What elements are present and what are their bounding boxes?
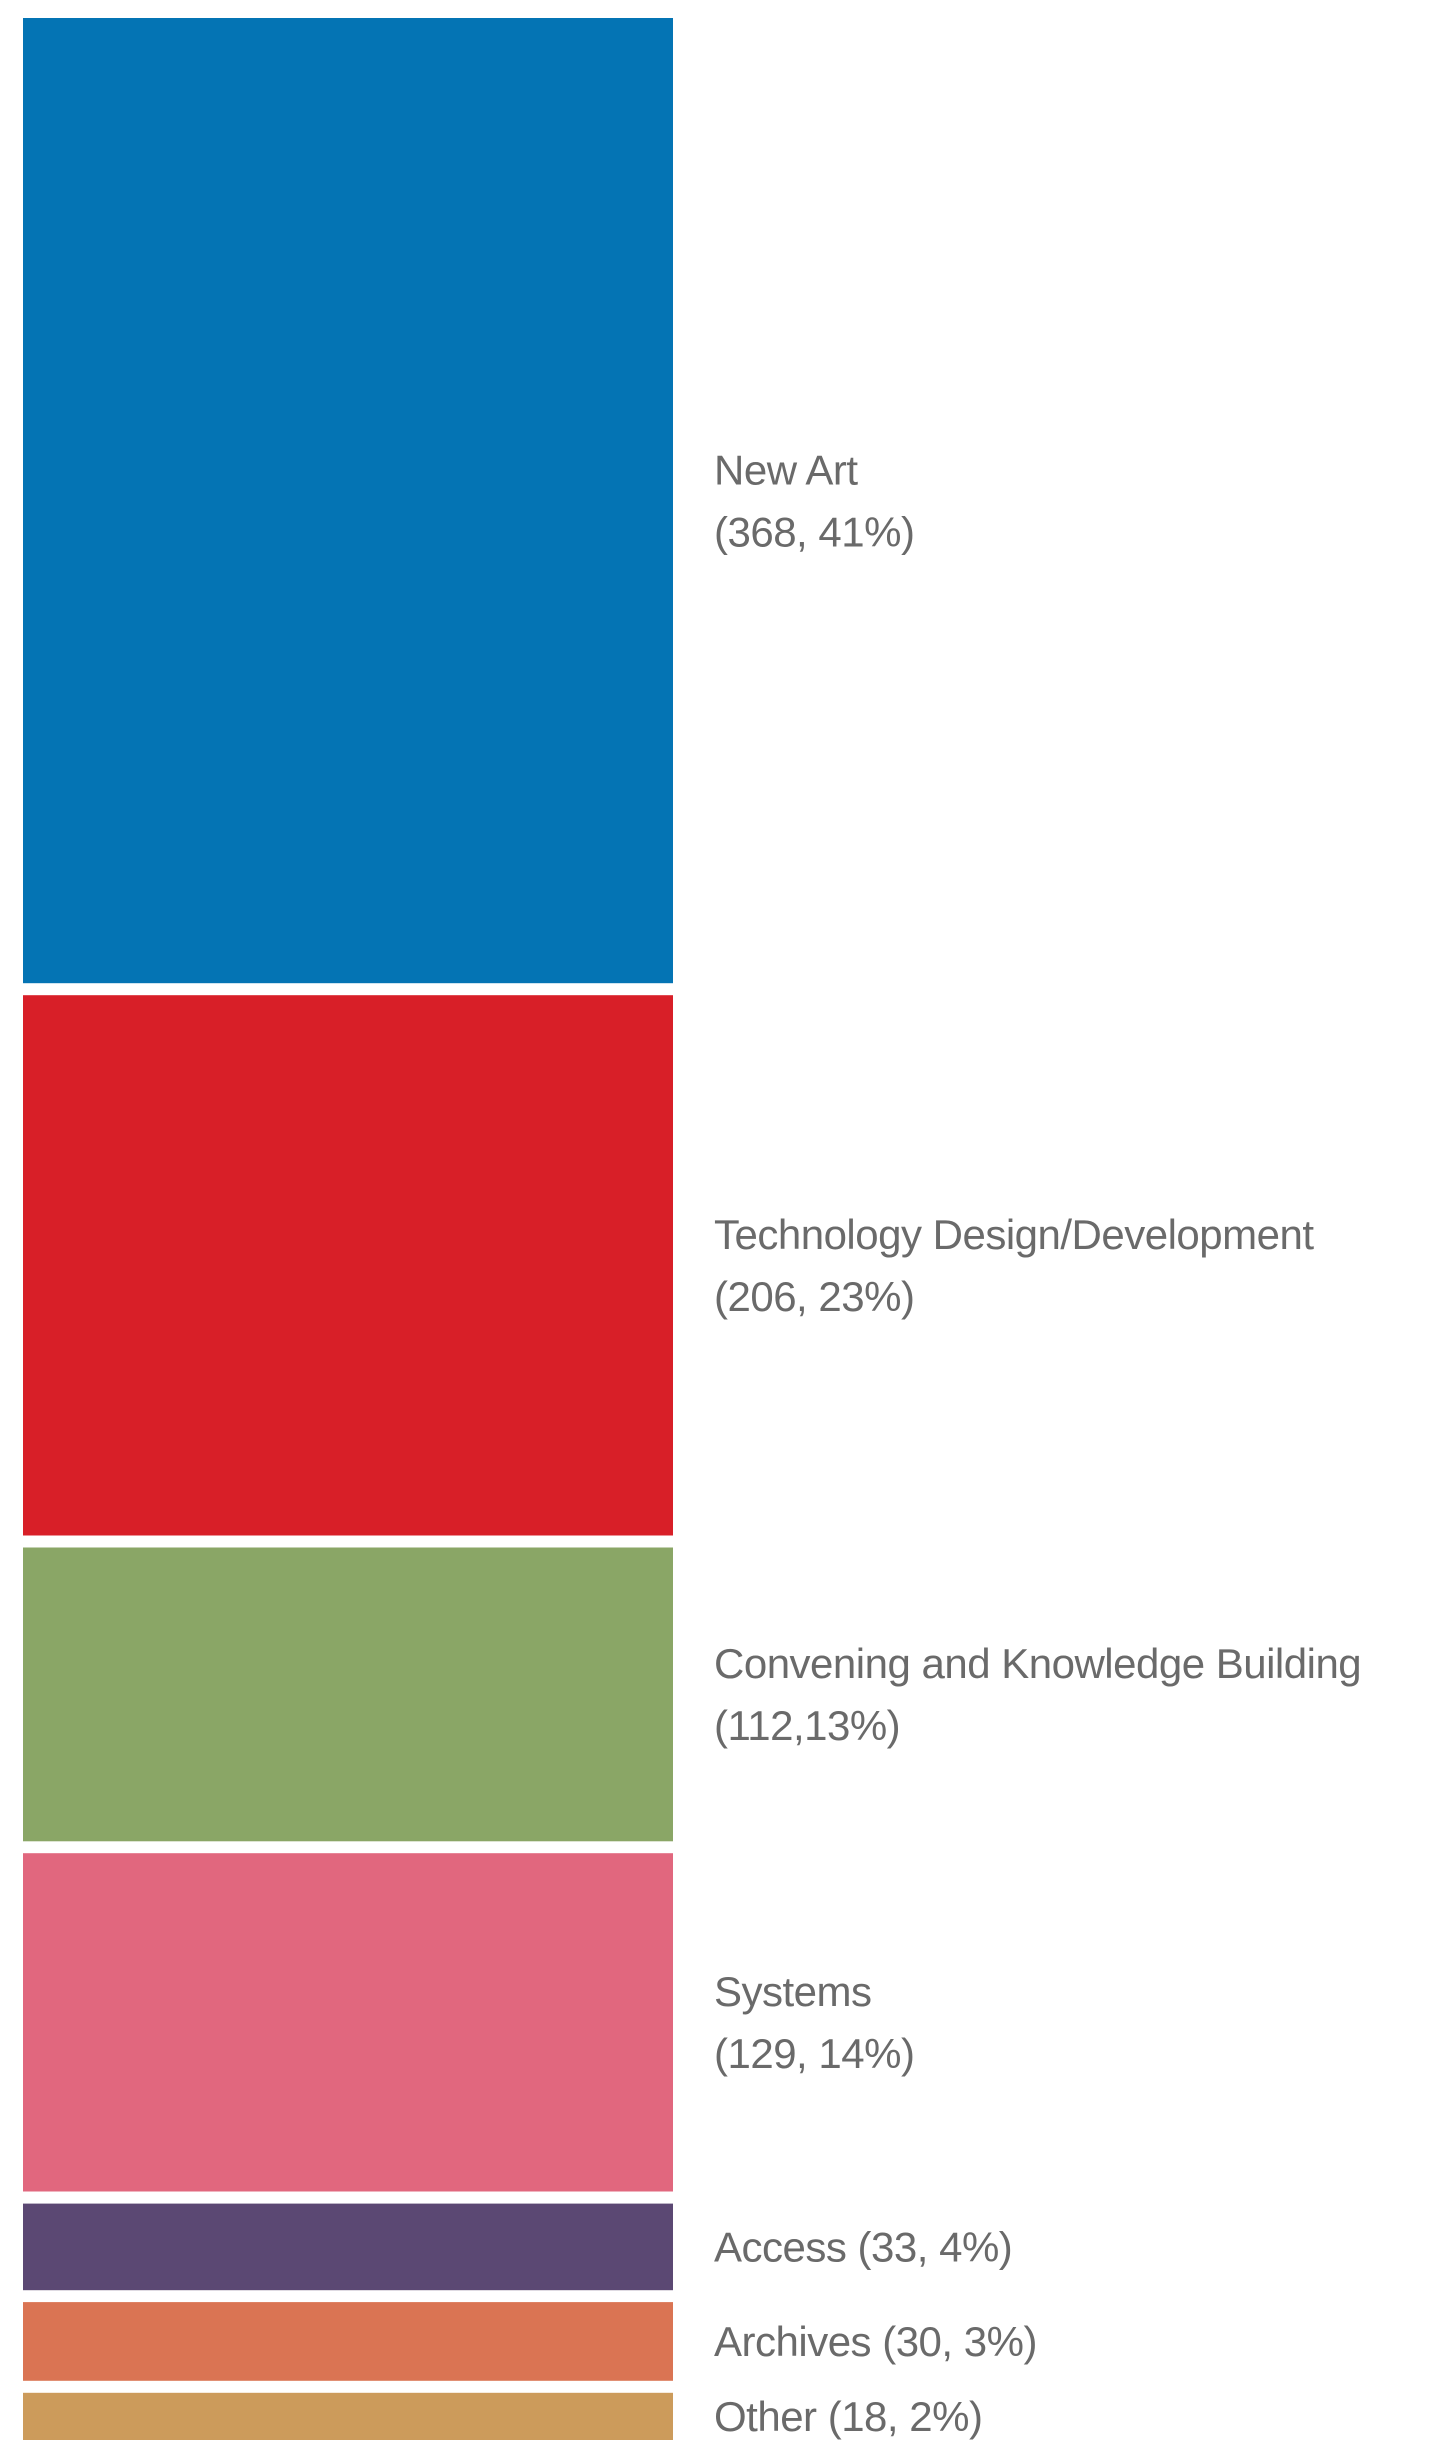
bar-segment-access	[23, 2203, 673, 2291]
segment-label-other: Other (18, 2%)	[714, 2393, 982, 2440]
segment-labels: New Art (368, 41%) Technology Design/Devel…	[714, 446, 1362, 2440]
bar-segment-other	[23, 2392, 673, 2440]
segment-label-new-art-line-2: (368, 41%)	[714, 508, 914, 555]
bar-segment-systems	[23, 1853, 673, 2192]
segment-label-access: Access (33, 4%)	[714, 2224, 1012, 2271]
bar-segment-archives	[23, 2302, 673, 2381]
segment-label-systems-line-1: Systems	[714, 1968, 872, 2015]
bar-segment-technology-design-development	[23, 995, 673, 1536]
segment-label-new-art-line-1: New Art	[714, 446, 858, 493]
segment-label-technology-design-development-line-2: (206, 23%)	[714, 1273, 914, 1320]
segment-label-convening-and-knowledge-building-line-2: (112,13%)	[714, 1702, 900, 1749]
segment-label-technology-design-development-line-1: Technology Design/Development	[714, 1211, 1314, 1258]
bar-segment-new-art	[23, 18, 673, 984]
segment-label-convening-and-knowledge-building-line-1: Convening and Knowledge Building	[714, 1640, 1361, 1687]
segment-label-archives: Archives (30, 3%)	[714, 2318, 1037, 2365]
bar-segment-convening-and-knowledge-building	[23, 1547, 673, 1842]
bar-segments	[23, 18, 673, 2440]
segment-label-systems-line-2: (129, 14%)	[714, 2030, 914, 2077]
